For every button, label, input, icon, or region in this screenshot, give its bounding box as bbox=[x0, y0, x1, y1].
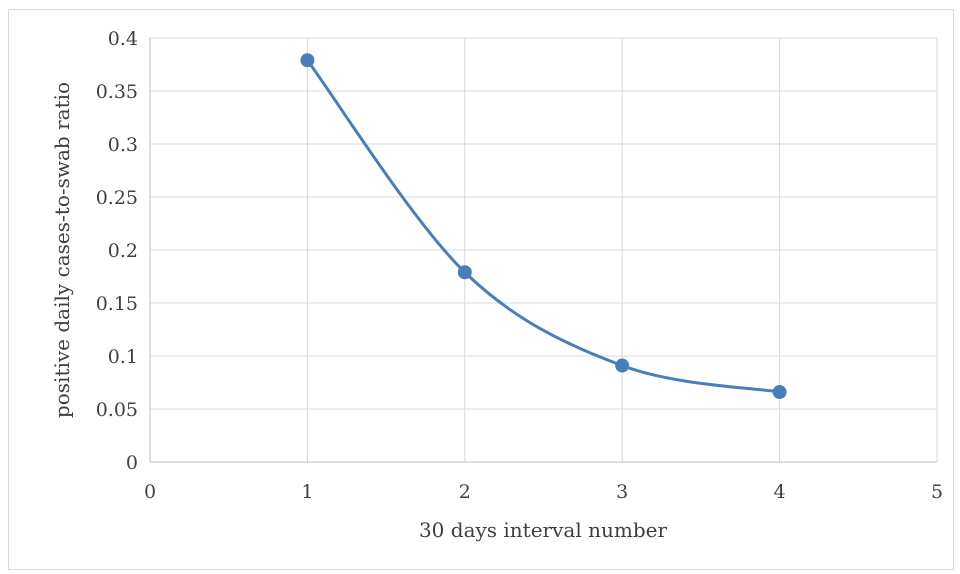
series-layer bbox=[300, 53, 787, 400]
gridlines bbox=[150, 37, 938, 462]
x-tick-label: 5 bbox=[931, 481, 943, 503]
data-point bbox=[300, 53, 315, 68]
x-tick-label: 0 bbox=[144, 481, 156, 503]
axes bbox=[149, 38, 937, 463]
x-tick-label: 2 bbox=[459, 481, 471, 503]
y-tick-label: 0.1 bbox=[108, 346, 138, 368]
x-tick-label: 1 bbox=[301, 481, 313, 503]
y-tick-label: 0.05 bbox=[96, 399, 138, 421]
y-tick-label: 0.15 bbox=[96, 293, 138, 315]
data-point bbox=[457, 265, 472, 280]
y-tick-label: 0.3 bbox=[108, 134, 138, 156]
x-tick-label: 3 bbox=[616, 481, 628, 503]
y-tick-label: 0.25 bbox=[96, 187, 138, 209]
tick-labels: 0 0.05 0.1 0.15 0.2 0.25 0.3 0.35 0.4 0 1 2 3 4 5 bbox=[96, 28, 943, 503]
y-tick-label: 0 bbox=[126, 452, 138, 474]
y-tick-label: 0.35 bbox=[96, 81, 138, 103]
y-axis-title: positive daily cases-to-swab ratio bbox=[50, 82, 74, 418]
x-tick-label: 4 bbox=[774, 481, 786, 503]
data-point bbox=[615, 358, 630, 373]
x-axis-title: 30 days interval number bbox=[419, 518, 668, 542]
chart-frame bbox=[8, 9, 954, 570]
y-tick-label: 0.2 bbox=[108, 240, 138, 262]
series-line bbox=[305, 58, 782, 394]
y-tick-label: 0.4 bbox=[108, 28, 138, 50]
data-point bbox=[772, 385, 787, 400]
